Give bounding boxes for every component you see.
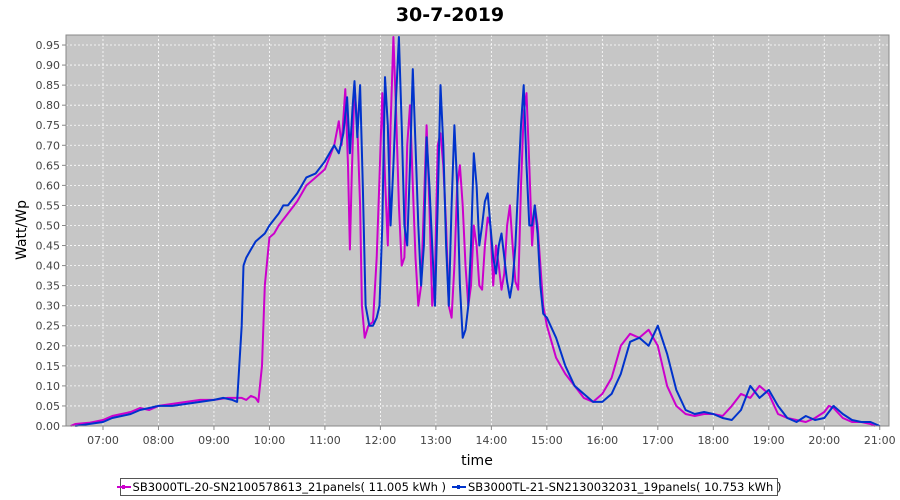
- x-tick-label: 21:00: [864, 434, 896, 447]
- plot-area: [66, 35, 889, 426]
- series-line-1: [70, 36, 876, 427]
- x-axis-label: time: [461, 453, 493, 469]
- y-tick-label: 0.30: [36, 300, 61, 313]
- grid-lines: [66, 35, 889, 427]
- y-tick-label: 0.75: [36, 119, 61, 132]
- legend-swatch-series-2: [452, 485, 466, 489]
- y-tick-label: 0.60: [36, 179, 61, 192]
- y-tick-label: 0.80: [36, 99, 61, 112]
- x-tick-label: 14:00: [476, 434, 508, 447]
- y-tick-label: 0.10: [36, 380, 61, 393]
- y-tick-label: 0.95: [36, 39, 61, 52]
- plot-border: [65, 34, 890, 427]
- x-tick-label: 08:00: [143, 434, 175, 447]
- y-tick-label: 0.00: [36, 420, 61, 433]
- legend-label-series-1: SB3000TL-20-SN2100578613_21panels( 11.00…: [132, 480, 446, 494]
- series-line-2: [75, 36, 881, 427]
- y-tick-label: 0.15: [36, 360, 61, 373]
- y-tick-label: 0.65: [36, 159, 61, 172]
- x-tick-label: 17:00: [642, 434, 674, 447]
- x-tick-label: 07:00: [87, 434, 119, 447]
- y-tick-label: 0.35: [36, 280, 61, 293]
- x-tick-label: 18:00: [697, 434, 729, 447]
- chart-plot: 0.00 0.05 0.10 0.15 0.20 0.25 0.30 0.35 0.40 0.45…: [14, 34, 896, 469]
- y-tick-label: 0.85: [36, 79, 61, 92]
- y-tick-label: 0.25: [36, 320, 61, 333]
- y-axis-label: Watt/Wp: [14, 200, 30, 260]
- chart-title: 30-7-2019: [395, 4, 505, 26]
- y-tick-label: 0.90: [36, 59, 61, 72]
- x-tick-label: 20:00: [808, 434, 840, 447]
- y-tick-label: 0.55: [36, 199, 61, 212]
- legend: SB3000TL-20-SN2100578613_21panels( 11.00…: [116, 478, 781, 496]
- x-tick-label: 10:00: [254, 434, 286, 447]
- series-lines: [70, 36, 881, 427]
- y-tick-label: 0.45: [36, 240, 61, 253]
- x-tick-label: 11:00: [309, 434, 341, 447]
- legend-item-series-1: SB3000TL-20-SN2100578613_21panels( 11.00…: [116, 480, 446, 494]
- y-tick-label: 0.70: [36, 139, 61, 152]
- legend-label-series-2: SB3000TL-21-SN2130032031_19panels( 10.75…: [468, 480, 782, 494]
- x-tick-label: 16:00: [586, 434, 618, 447]
- legend-item-series-2: SB3000TL-21-SN2130032031_19panels( 10.75…: [452, 480, 781, 494]
- y-tick-label: 0.40: [36, 260, 61, 273]
- x-tick-label: 15:00: [531, 434, 563, 447]
- x-tick-label: 13:00: [420, 434, 452, 447]
- x-tick-label: 19:00: [753, 434, 785, 447]
- x-tick-label: 09:00: [198, 434, 230, 447]
- legend-swatch-series-1: [116, 485, 131, 489]
- y-tick-label: 0.50: [36, 219, 61, 232]
- axes: 0.00 0.05 0.10 0.15 0.20 0.25 0.30 0.35 0.40 0.45…: [36, 34, 896, 447]
- x-tick-label: 12:00: [365, 434, 397, 447]
- y-tick-label: 0.20: [36, 340, 61, 353]
- y-tick-label: 0.05: [36, 400, 61, 413]
